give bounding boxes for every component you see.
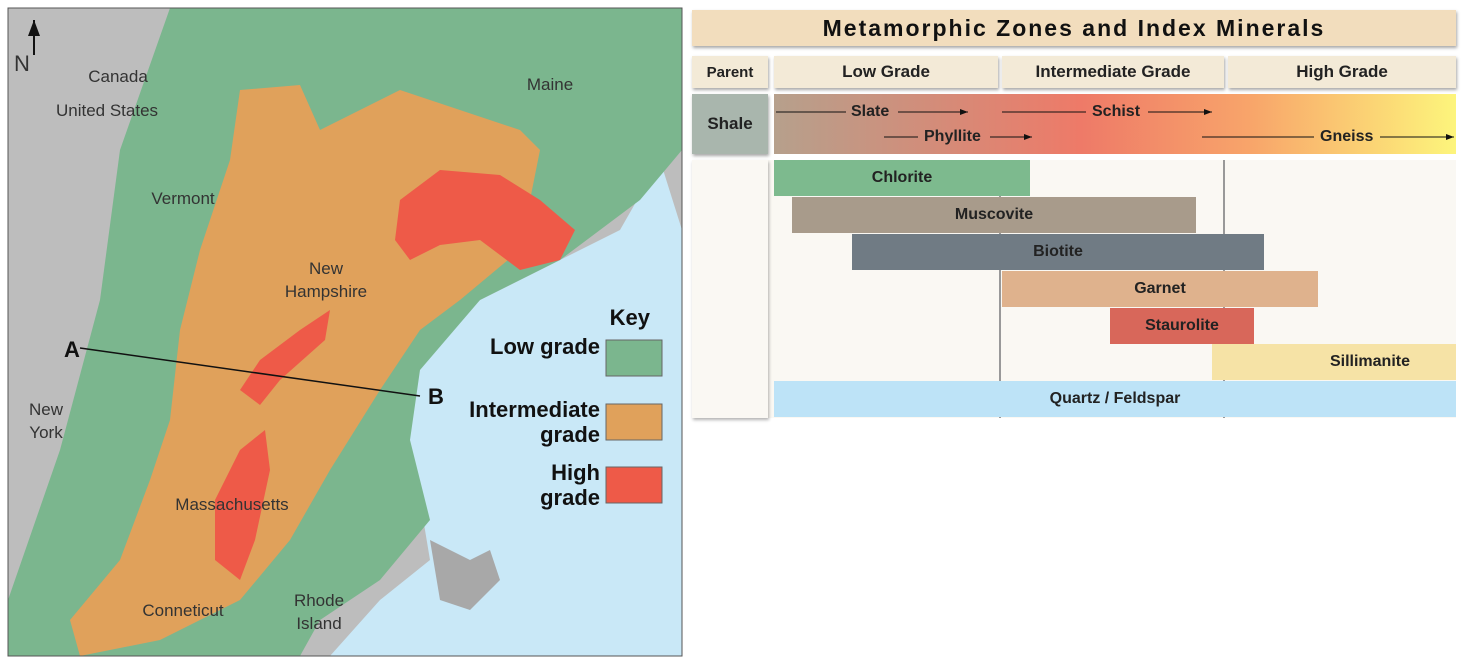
map-label: Maine bbox=[526, 75, 574, 94]
cross-section-line bbox=[79, 347, 421, 397]
rock-label: Slate bbox=[851, 103, 890, 120]
header: Low Grade bbox=[774, 56, 998, 88]
north-label: N bbox=[14, 51, 30, 76]
shale-gradient bbox=[774, 94, 1456, 154]
key-label: Low grade bbox=[490, 334, 601, 359]
header: Intermediate Grade bbox=[1002, 56, 1224, 88]
ocean bbox=[330, 160, 682, 656]
key-swatch bbox=[605, 403, 663, 441]
key-title: Key bbox=[609, 305, 650, 330]
mineral-bar: Staurolite bbox=[1110, 308, 1254, 344]
map-label: Massachusetts bbox=[175, 495, 289, 514]
key-swatch bbox=[605, 466, 663, 504]
point-label: B bbox=[428, 384, 444, 409]
mineral-bar: Garnet bbox=[1002, 271, 1318, 307]
map-label: United States bbox=[55, 101, 159, 120]
parent-column bbox=[692, 160, 768, 418]
rock-label: Schist bbox=[1092, 103, 1141, 120]
map-label: New York bbox=[28, 400, 63, 442]
map-border bbox=[7, 7, 683, 657]
rock-label: Phyllite bbox=[924, 128, 981, 145]
mineral-bar: Sillimanite bbox=[1212, 344, 1456, 380]
header: High Grade bbox=[1228, 56, 1456, 88]
diagram-title: Metamorphic Zones and Index Minerals bbox=[692, 10, 1456, 46]
key-label: High grade bbox=[540, 460, 600, 510]
mineral-bar: Muscovite bbox=[792, 197, 1196, 233]
map-label: Conneticut bbox=[142, 601, 224, 620]
key-label: Intermediate grade bbox=[469, 397, 600, 447]
high-grade-zone bbox=[240, 310, 330, 405]
map-label: Canada bbox=[88, 67, 148, 86]
high-grade-zone bbox=[395, 170, 575, 270]
header: Parent bbox=[692, 56, 768, 88]
mineral-bar: Biotite bbox=[852, 234, 1264, 270]
parent-rock: Shale bbox=[692, 94, 768, 154]
key-swatch bbox=[605, 339, 663, 377]
point-label: A bbox=[64, 337, 80, 362]
map-label: Rhode Island bbox=[293, 591, 345, 633]
rock-label: Gneiss bbox=[1320, 128, 1374, 145]
map bbox=[7, 7, 683, 657]
high-grade-zone bbox=[215, 430, 270, 580]
mineral-bar: Quartz / Feldspar bbox=[774, 381, 1456, 417]
map-label: Vermont bbox=[151, 189, 215, 208]
map-label: New Hampshire bbox=[284, 259, 368, 301]
cape-cod bbox=[430, 540, 500, 610]
mineral-bar: Chlorite bbox=[774, 160, 1030, 196]
